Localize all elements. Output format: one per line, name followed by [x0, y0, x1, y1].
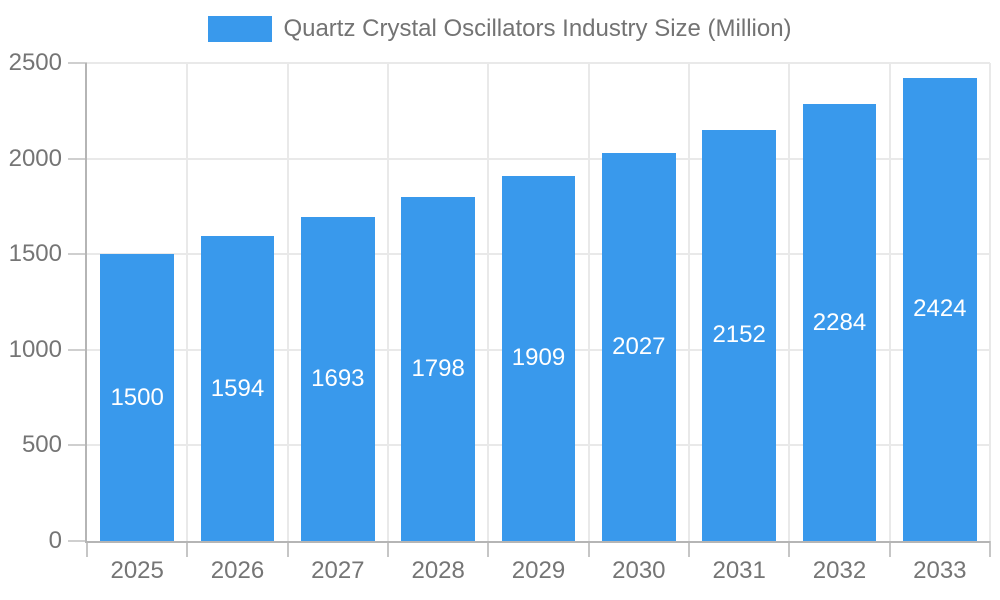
gridline-vertical	[286, 63, 289, 541]
bar-value-label: 2152	[712, 321, 766, 349]
y-tick-label: 500	[21, 431, 62, 459]
y-axis-tick	[68, 348, 87, 351]
bar-2029[interactable]: 1909	[501, 175, 576, 541]
bar-value-label: 1798	[411, 355, 465, 383]
x-axis-tick	[788, 541, 791, 557]
x-tick-label: 2026	[210, 557, 265, 584]
y-tick-label: 1500	[8, 240, 62, 268]
y-axis-tick	[68, 62, 87, 64]
x-axis-tick	[688, 541, 690, 557]
x-tick-label: 2029	[511, 557, 566, 584]
x-tick-label: 2030	[612, 557, 666, 584]
y-tick-label: 2500	[8, 49, 62, 76]
bar-value-label: 1500	[110, 383, 164, 411]
x-tick-label: 2032	[812, 557, 867, 584]
y-axis-line	[85, 63, 87, 543]
chart-legend: Quartz Crystal Oscillators Industry Size…	[0, 14, 1000, 44]
legend-item[interactable]: Quartz Crystal Oscillators Industry Size…	[208, 14, 792, 44]
bar-value-label: 2284	[812, 308, 867, 336]
y-tick-label: 0	[48, 527, 62, 554]
bar-2030[interactable]: 2027	[601, 153, 676, 541]
gridline-vertical	[989, 63, 991, 541]
x-axis-tick	[387, 541, 389, 557]
gridline-vertical	[688, 63, 690, 541]
legend-swatch	[208, 16, 273, 42]
x-axis-tick	[186, 541, 189, 557]
bar-2032[interactable]: 2284	[802, 104, 877, 541]
bar-2028[interactable]: 1798	[401, 197, 476, 541]
x-tick-label: 2031	[712, 557, 766, 584]
x-tick-label: 2028	[411, 557, 465, 584]
legend-label: Quartz Crystal Oscillators Industry Size…	[283, 15, 792, 42]
gridline-horizontal	[87, 157, 990, 160]
bar-2031[interactable]: 2152	[702, 129, 777, 541]
bar-value-label: 1693	[311, 365, 365, 393]
gridline-vertical	[788, 63, 791, 541]
gridline-vertical	[186, 63, 189, 541]
bar-value-label: 1909	[511, 344, 566, 372]
gridline-vertical	[888, 63, 891, 541]
y-axis-tick	[68, 444, 87, 447]
x-axis-tick	[587, 541, 590, 557]
gridline-vertical	[487, 63, 490, 541]
gridline-horizontal	[87, 62, 990, 64]
y-axis-tick	[68, 540, 87, 542]
x-tick-label: 2033	[913, 557, 967, 584]
bar-2026[interactable]: 1594	[200, 236, 275, 541]
gridline-vertical	[387, 63, 389, 541]
x-axis-tick	[86, 541, 88, 557]
bar-2033[interactable]: 2424	[902, 77, 977, 541]
bar-value-label: 2424	[913, 295, 967, 323]
x-axis-line	[85, 541, 990, 543]
y-axis-tick	[68, 253, 87, 256]
y-tick-label: 1000	[8, 335, 62, 363]
gridline-vertical	[587, 63, 590, 541]
bar-value-label: 1594	[210, 374, 265, 402]
bar-2027[interactable]: 1693	[300, 217, 375, 541]
x-axis-tick	[487, 541, 490, 557]
bar-2025[interactable]: 1500	[100, 254, 175, 541]
x-axis-tick	[989, 541, 991, 557]
y-axis-tick	[68, 157, 87, 160]
y-tick-label: 2000	[8, 144, 62, 172]
x-tick-label: 2027	[311, 557, 365, 584]
x-axis-tick	[286, 541, 289, 557]
bar-value-label: 2027	[612, 333, 666, 361]
x-tick-label: 2025	[110, 557, 164, 584]
x-axis-tick	[888, 541, 891, 557]
